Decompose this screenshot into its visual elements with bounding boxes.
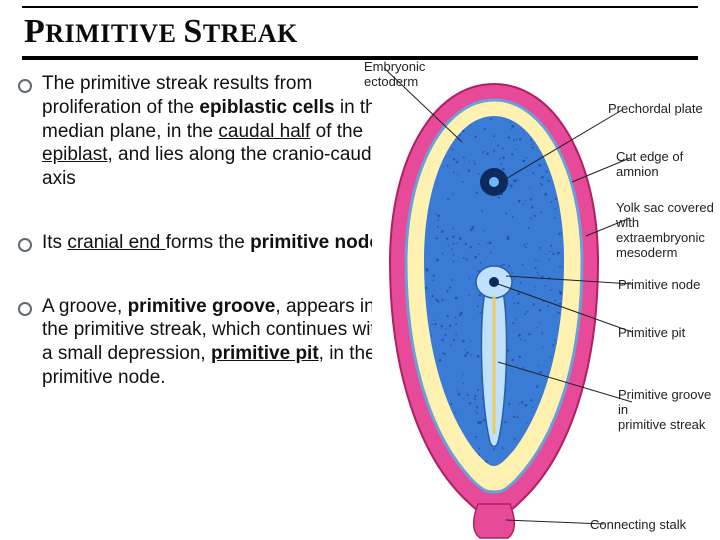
bullet-list: The primitive streak results from prolif… <box>18 72 390 390</box>
bullet-2: Its cranial end forms the primitive node <box>18 231 390 255</box>
label-primitive_pit: Primitive pit <box>618 326 685 341</box>
slide-title: PRIMITIVE STREAK <box>24 13 298 51</box>
label-connecting_stalk: Connecting stalk <box>590 518 686 533</box>
bullet-list-region: The primitive streak results from prolif… <box>18 72 390 430</box>
title-band: PRIMITIVE STREAK <box>22 6 698 60</box>
bullet-3: A groove, primitive groove, appears in t… <box>18 295 390 390</box>
bullet-1: The primitive streak results from prolif… <box>18 72 390 191</box>
slide: PRIMITIVE STREAK The primitive streak re… <box>0 0 720 540</box>
label-prechordal_plate: Prechordal plate <box>608 102 703 117</box>
diagram-svg <box>372 62 720 540</box>
label-cut_edge_amnion: Cut edge of amnion <box>616 150 720 180</box>
label-yolk_sac: Yolk sac covered withextraembryonic meso… <box>616 201 720 261</box>
label-primitive_node: Primitive node <box>618 278 700 293</box>
label-primitive_groove: Primitive groove inprimitive streak <box>618 388 720 433</box>
label-embryonic_ectoderm: Embryonicectoderm <box>364 60 425 90</box>
embryo-diagram: EmbryonicectodermPrechordal plateCut edg… <box>372 62 720 540</box>
